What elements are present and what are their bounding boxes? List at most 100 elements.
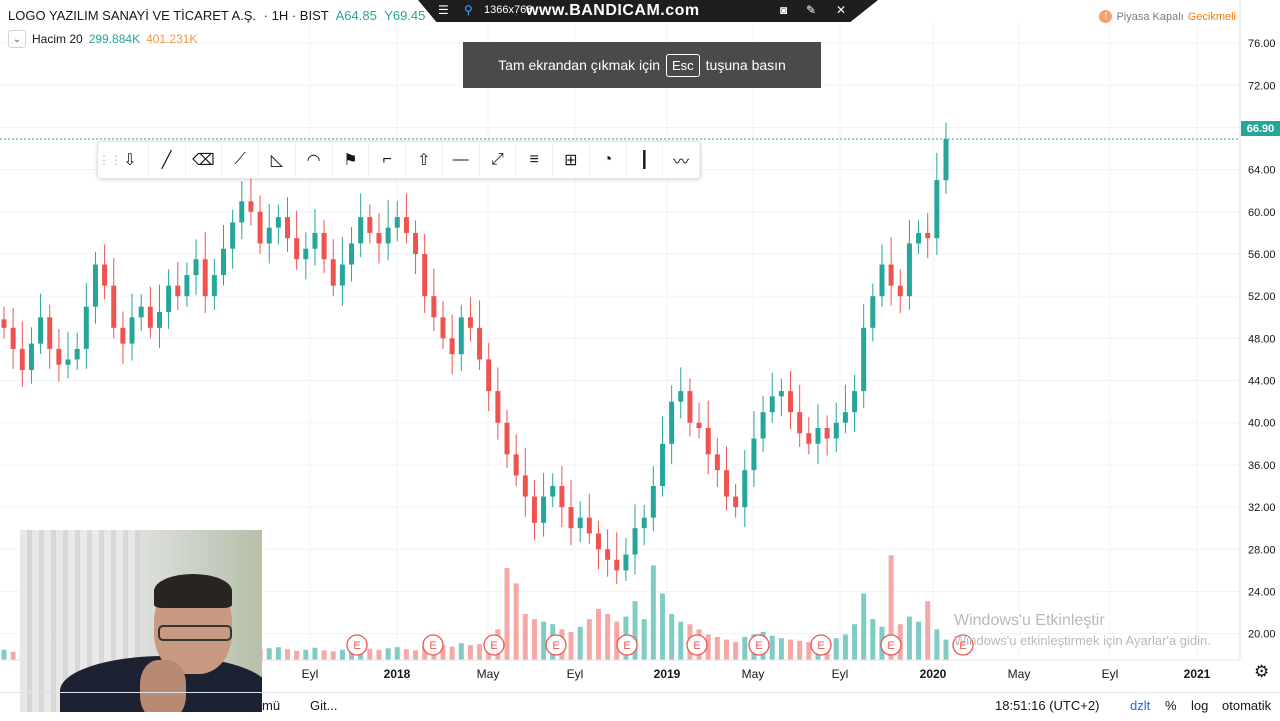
candle-body — [943, 139, 949, 181]
time-axis[interactable]: Eyl 2018 May Eyl 2019 May Eyl 2020 May Eyl 2021 — [0, 659, 1240, 681]
y-tick-label: 76.00 — [1248, 38, 1276, 50]
candle-body — [925, 232, 931, 239]
x-tick-label: 2020 — [920, 667, 947, 681]
volume-bar — [440, 645, 446, 660]
watermark-subtitle: Windows'u etkinleştirmek için Ayarlar'a … — [954, 633, 1211, 648]
close-icon[interactable]: ✕ — [836, 3, 847, 17]
candle-body — [623, 554, 629, 571]
symbol-title[interactable]: LOGO YAZILIM SANAYİ VE TİCARET A.Ş. — [8, 8, 257, 23]
candle-body — [815, 428, 821, 444]
candle-body — [714, 454, 720, 471]
candle-body — [934, 180, 940, 239]
volume-bar — [321, 650, 327, 660]
arc-icon[interactable]: ◔ — [590, 142, 627, 178]
volume-label[interactable]: Hacim 20 — [32, 32, 83, 46]
candle-body — [431, 296, 437, 318]
bottom-bar: mü Git... 18:51:16 (UTC+2) dzlt % log ot… — [0, 692, 1280, 721]
candle-body — [19, 348, 25, 370]
candle-body — [330, 259, 336, 286]
arrow-down-icon[interactable]: ⇩ — [112, 142, 149, 178]
candle-body — [659, 443, 665, 486]
flag-icon[interactable]: ⚑ — [333, 142, 370, 178]
volume-bar — [595, 608, 601, 660]
earnings-marker: E — [483, 634, 505, 656]
drawing-toolbar: ⋮⋮ ⇩ ╱ ⌫ ⟋ ◺ ◠ ⚑ ⌐ ⇧ — ⤢ ≡ ⊞ ◔ ┃ 〰 — [97, 141, 701, 179]
curve-icon[interactable]: ◠ — [296, 142, 333, 178]
clock-label[interactable]: 18:51:16 (UTC+2) — [995, 698, 1100, 713]
candle-body — [102, 264, 108, 286]
candle-body — [458, 317, 464, 355]
candle-body — [806, 433, 812, 444]
candle-body — [559, 486, 565, 508]
triangle-icon[interactable]: ◺ — [259, 142, 296, 178]
earnings-marker-circle — [422, 634, 444, 656]
pencil-icon[interactable]: ✎ — [806, 3, 817, 17]
measure-icon[interactable]: ⊞ — [553, 142, 590, 178]
adjust-toggle[interactable]: dzlt — [1130, 698, 1151, 713]
earnings-marker-circle — [346, 634, 368, 656]
bandicam-logo: www.BANDICAM.com — [526, 2, 700, 19]
volume-bar — [531, 619, 537, 660]
volume-bar — [577, 626, 583, 660]
callout-icon[interactable]: ⌐ — [369, 142, 406, 178]
volume-bar — [943, 639, 949, 660]
recording-resolution: 1366x768 — [484, 4, 533, 16]
candle-body — [220, 248, 226, 276]
y-tick-label: 40.00 — [1248, 418, 1276, 430]
candle-body — [678, 391, 684, 402]
candle-body — [422, 254, 428, 297]
price-axis[interactable]: 76.0072.0068.0064.0060.0056.0052.0048.00… — [1239, 0, 1276, 660]
volume-bar — [1, 649, 7, 660]
candle-body — [486, 359, 492, 392]
windows-activation-watermark: Windows'u Etkinleştir Windows'u etkinleş… — [954, 612, 1211, 648]
auto-toggle[interactable]: otomatik — [1222, 698, 1272, 713]
goto-button[interactable]: Git... — [310, 698, 338, 713]
brush-icon[interactable]: 〰 — [663, 142, 700, 178]
volume-bar — [788, 639, 794, 660]
pin-icon[interactable]: ⚲ — [464, 3, 473, 17]
bottom-left-fragment[interactable]: mü — [262, 698, 281, 713]
trend-line-icon[interactable]: ╱ — [149, 142, 186, 178]
candle-body — [440, 317, 446, 339]
ray-icon[interactable]: ⤢ — [480, 142, 517, 178]
volume-bar — [586, 619, 592, 660]
market-status[interactable]: ! Piyasa Kapalı Gecikmeli — [1099, 10, 1236, 23]
candle-body — [733, 496, 739, 508]
chevron-down-icon[interactable]: ⌄ — [8, 30, 26, 48]
candle-body — [522, 475, 528, 497]
candle-body — [394, 217, 400, 228]
arrow-up-icon[interactable]: ⇧ — [406, 142, 443, 178]
menu-icon[interactable]: ☰ — [438, 3, 449, 17]
webcam-overlay — [20, 530, 262, 712]
camera-icon[interactable]: ◙ — [780, 3, 788, 17]
eraser-icon[interactable]: ⌫ — [186, 142, 223, 178]
candle-body — [495, 391, 501, 423]
earnings-marker: E — [545, 634, 567, 656]
horizontal-line-icon[interactable]: — — [443, 142, 480, 178]
gear-icon[interactable]: ⚙ — [1254, 662, 1270, 681]
candle-body — [449, 338, 455, 355]
candle-body — [467, 317, 473, 328]
volume-bar — [714, 637, 720, 660]
interval-label[interactable]: · 1H · BIST — [263, 8, 329, 23]
volume-bar — [522, 614, 528, 660]
candle-body — [147, 306, 153, 328]
candle-body — [797, 412, 803, 434]
path-icon[interactable]: ⟋ — [222, 142, 259, 178]
volume-bar — [678, 621, 684, 660]
percent-toggle[interactable]: % — [1165, 698, 1177, 713]
parallel-channel-icon[interactable]: ≡ — [516, 142, 553, 178]
candle-body — [376, 232, 382, 244]
log-toggle[interactable]: log — [1191, 698, 1209, 713]
candle-body — [129, 317, 135, 344]
candle-body — [778, 391, 784, 397]
volume-bar — [650, 565, 656, 660]
drag-handle-icon[interactable]: ⋮⋮ — [98, 153, 122, 167]
candle-body — [294, 238, 300, 260]
candle-body — [724, 470, 730, 497]
vertical-line-icon[interactable]: ┃ — [627, 142, 664, 178]
candle-body — [550, 486, 556, 497]
candle-body — [687, 391, 693, 423]
